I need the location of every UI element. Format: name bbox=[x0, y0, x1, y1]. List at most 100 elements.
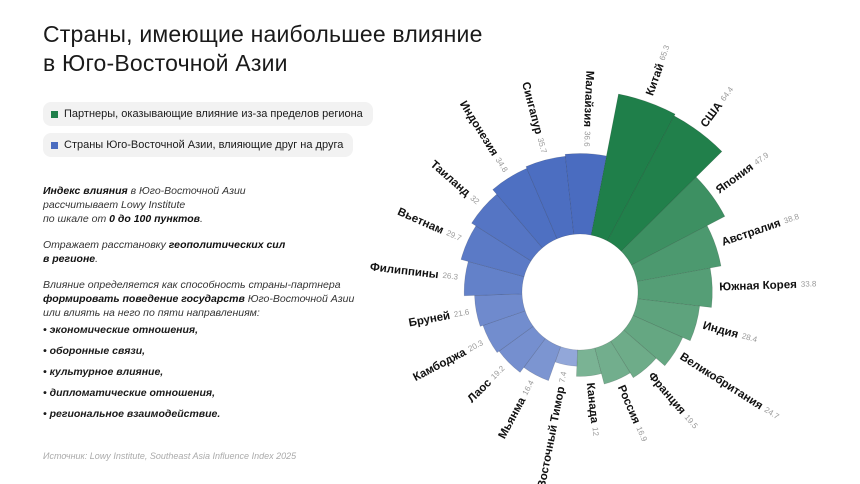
bar bbox=[564, 153, 607, 236]
category-label: Китай bbox=[644, 62, 666, 97]
bar-label: Великобритания24.7 bbox=[677, 351, 781, 423]
text-line: Отражает расстановку геополитических сил bbox=[43, 238, 354, 252]
bar bbox=[594, 340, 631, 385]
bar-label: Япония47.9 bbox=[714, 149, 772, 196]
legend-label: Партнеры, оказывающие влияние из-за пред… bbox=[64, 108, 363, 120]
bullet-item: • экономические отношения, bbox=[43, 323, 220, 344]
bar-label: Лаос19.2 bbox=[466, 363, 509, 405]
title-text: в Юго-Восточной Азии bbox=[43, 50, 288, 76]
category-label: Япония bbox=[714, 161, 756, 196]
legend-item: Партнеры, оказывающие влияние из-за пред… bbox=[43, 102, 373, 126]
title-line: в Юго-Восточной Азии bbox=[43, 49, 483, 78]
bar bbox=[492, 168, 558, 249]
bullet-dot: • bbox=[43, 366, 50, 378]
bar bbox=[474, 293, 526, 327]
text-line: формировать поведение государств Юго-Вос… bbox=[43, 292, 354, 306]
bullet-text: экономические отношения, bbox=[49, 324, 199, 336]
text-segment: . bbox=[95, 253, 99, 265]
text-segment: Юго-Восточной Азии bbox=[244, 293, 355, 305]
value-label: 38.8 bbox=[783, 212, 801, 226]
text-segment: по шкале от bbox=[43, 213, 110, 225]
value-label: 16.9 bbox=[634, 425, 649, 443]
value-label: 19.5 bbox=[683, 413, 700, 431]
bar-label: Австралия38.8 bbox=[720, 211, 801, 249]
text-segment: . bbox=[200, 213, 203, 225]
legend: Партнеры, оказывающие влияние из-за пред… bbox=[43, 102, 373, 164]
notes: Индекс влияния в Юго-Восточной Азии рассч… bbox=[43, 184, 354, 332]
category-label: Южная Корея bbox=[719, 279, 797, 294]
category-label: Россия bbox=[615, 383, 642, 425]
value-label: 35.7 bbox=[536, 137, 549, 155]
bar-label: Китай65.3 bbox=[644, 43, 673, 97]
text-segment: формировать поведение государств bbox=[43, 293, 245, 305]
legend-label: Страны Юго-Восточной Азии, влияющие друг… bbox=[64, 139, 344, 151]
bar-label: Вьетнам29.7 bbox=[396, 206, 464, 245]
text-segment: Индекс влияния bbox=[43, 185, 128, 197]
category-label: Бруней bbox=[408, 310, 451, 329]
text-line: по шкале от 0 до 100 пунктов. bbox=[43, 212, 354, 226]
bar-label: Сингапур35.7 bbox=[519, 81, 549, 155]
legend-item: Страны Юго-Восточной Азии, влияющие друг… bbox=[43, 133, 354, 157]
paragraph: Влияние определяется как способность стр… bbox=[43, 278, 354, 320]
bullet-dot: • bbox=[43, 324, 50, 336]
bar bbox=[610, 329, 657, 379]
category-label: Вьетнам bbox=[396, 206, 446, 237]
bar-label: Россия16.9 bbox=[615, 383, 650, 444]
value-label: 32 bbox=[468, 194, 481, 207]
bar bbox=[606, 115, 723, 252]
category-label: Восточный Тимор bbox=[536, 385, 568, 484]
bar-label: Бруней 21.6 bbox=[408, 306, 471, 329]
bar bbox=[636, 267, 713, 308]
text-segment: 0 до 100 пунктов bbox=[109, 213, 201, 225]
text-segment: в Юго-Восточной Азии bbox=[127, 185, 246, 197]
category-label: США bbox=[699, 100, 725, 130]
text-segment: рассчитывает Lowy Institute bbox=[43, 199, 186, 211]
chart-title: Страны, имеющие наибольшее влияние в Юго-… bbox=[43, 20, 483, 78]
paragraph: Индекс влияния в Юго-Восточной Азии рассч… bbox=[43, 184, 354, 226]
bar bbox=[460, 225, 532, 278]
bar-label: Камбоджа20.3 bbox=[411, 337, 486, 384]
value-label: 33.8 bbox=[801, 279, 817, 289]
category-label: Малайзия bbox=[581, 70, 595, 127]
value-label: 36.6 bbox=[582, 131, 592, 147]
bar bbox=[525, 155, 575, 240]
value-label: 21.6 bbox=[453, 307, 470, 319]
category-label: Таиланд bbox=[428, 159, 473, 200]
category-label: Индонезия bbox=[457, 99, 500, 158]
bar bbox=[554, 346, 578, 367]
bar-label: Филиппины 26.3 bbox=[369, 261, 459, 283]
category-label: Камбоджа bbox=[411, 346, 468, 384]
bullet-text: оборонные связи, bbox=[49, 345, 146, 357]
bar-label: Малайзия 36.6 bbox=[580, 70, 595, 147]
value-label: 19.2 bbox=[489, 364, 507, 382]
value-label: 29.7 bbox=[445, 229, 463, 244]
bar-label: Мьянма16.4 bbox=[497, 378, 538, 441]
category-label: Австралия bbox=[720, 217, 782, 248]
bullet-dot: • bbox=[43, 345, 50, 357]
text-line: или влиять на него по пяти направлениям: bbox=[43, 306, 354, 320]
value-label: 34.8 bbox=[494, 156, 510, 174]
value-label: 26.3 bbox=[442, 271, 459, 282]
bar bbox=[498, 325, 546, 373]
bar-label: США64.4 bbox=[699, 84, 737, 130]
bullet-text: региональное взаимодействие. bbox=[49, 408, 221, 420]
source: Источник: Lowy Institute, Southeast Asia… bbox=[43, 451, 297, 461]
value-label: 16.4 bbox=[521, 378, 537, 396]
bar-label: Индонезия34.8 bbox=[457, 99, 511, 175]
category-label: Лаос bbox=[466, 377, 495, 406]
legend-swatch bbox=[51, 141, 58, 149]
category-label: Великобритания bbox=[677, 351, 764, 412]
bullet-list: • экономические отношения, • оборонные св… bbox=[43, 323, 220, 428]
bar-label: Таиланд32 bbox=[428, 159, 482, 208]
bullet-text: дипломатические отношения, bbox=[49, 387, 216, 399]
bar bbox=[620, 176, 726, 266]
bullet-item: • оборонные связи, bbox=[43, 344, 220, 365]
value-label: 24.7 bbox=[763, 405, 781, 421]
category-label: Мьянма bbox=[497, 395, 529, 441]
bar-label: Восточный Тимор 7.4 bbox=[536, 370, 571, 484]
text-segment: в регионе bbox=[43, 253, 96, 265]
legend-swatch bbox=[51, 110, 58, 118]
text-segment: Отражает расстановку bbox=[43, 239, 169, 251]
bar bbox=[463, 261, 525, 297]
